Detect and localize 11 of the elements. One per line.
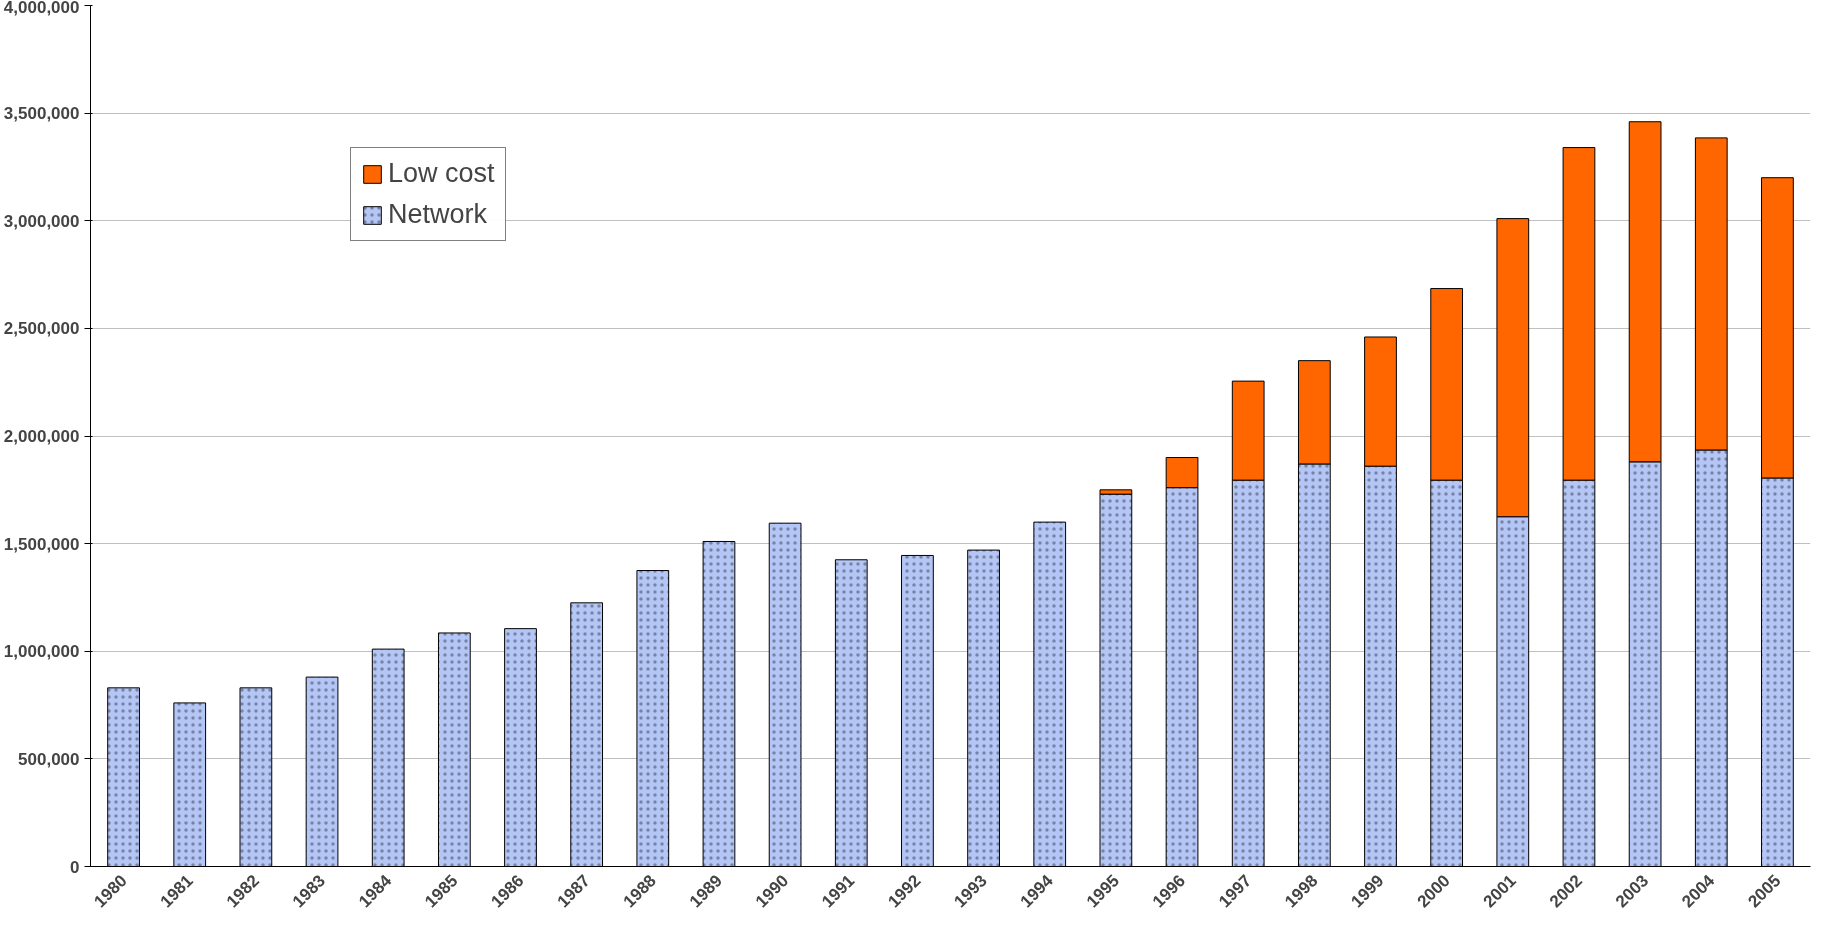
y-tick-label: 2,500,000 [3, 319, 80, 339]
y-tick-label: 3,500,000 [3, 104, 80, 124]
y-tick-label: 500,000 [18, 749, 80, 769]
y-tick-label: 3,000,000 [3, 211, 80, 231]
legend-label: Network [388, 199, 488, 230]
y-tick-label: 4,000,000 [3, 0, 80, 17]
y-tick-label: 2,000,000 [3, 427, 80, 446]
y-tick-label: 1,500,000 [3, 534, 80, 554]
legend-label: Low cost [388, 158, 495, 189]
y-tick-label: 0 [70, 857, 80, 877]
y-tick-label: 1,000,000 [3, 642, 80, 662]
